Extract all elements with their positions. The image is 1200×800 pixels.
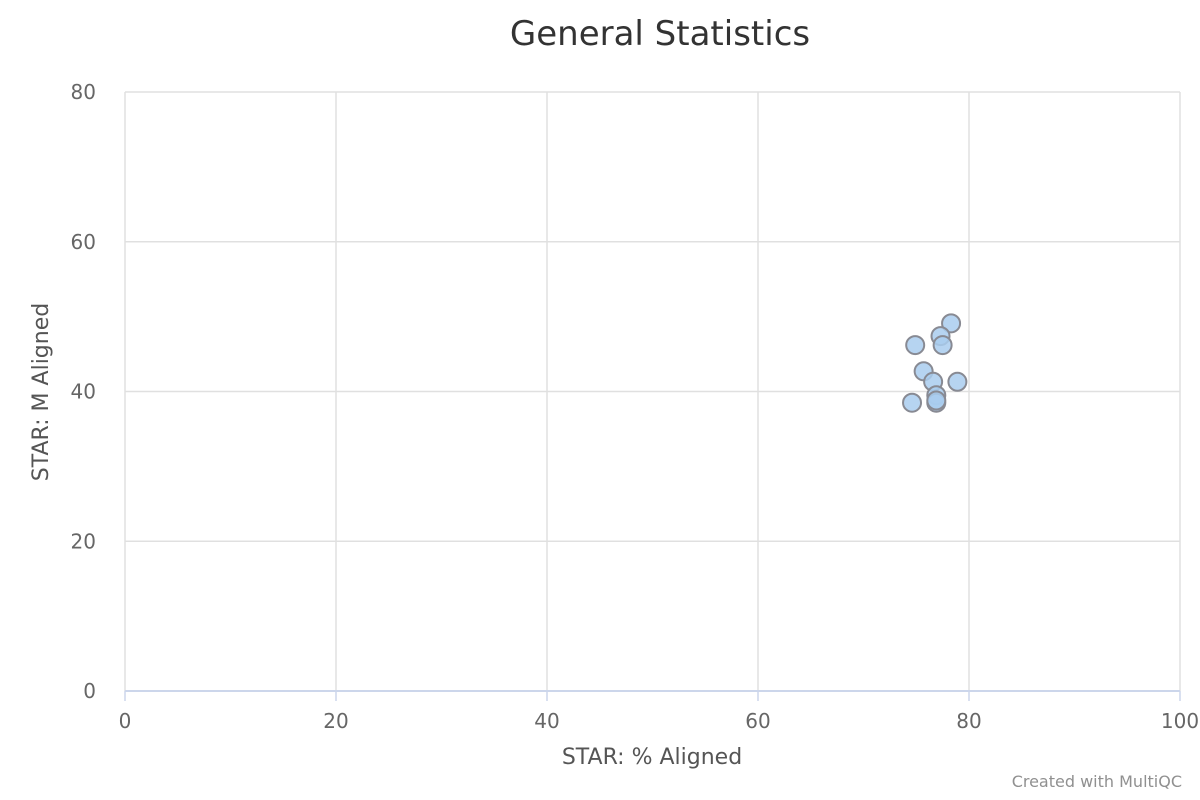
data-point (905, 335, 926, 356)
grid (125, 91, 1181, 691)
data-point (941, 313, 962, 334)
data-points (902, 313, 968, 413)
x-tick-label: 80 (956, 709, 981, 733)
chart-title: General Statistics (509, 14, 811, 54)
x-tick-label: 100 (1161, 709, 1199, 733)
y-tick-label: 60 (71, 230, 96, 254)
data-point (926, 390, 947, 411)
data-point (947, 371, 968, 392)
x-tick-label: 60 (745, 709, 770, 733)
y-tick-label: 40 (71, 380, 96, 404)
x-tick-label: 40 (534, 709, 559, 733)
axes: 0 20 40 60 80 100 0 20 40 60 80 (71, 80, 1200, 733)
y-tick-label: 0 (83, 679, 96, 703)
x-tick-label: 20 (323, 709, 348, 733)
data-point (902, 392, 923, 413)
y-tick-label: 80 (71, 80, 96, 104)
y-axis-label: STAR: M Aligned (29, 303, 54, 481)
x-tick-label: 0 (119, 709, 132, 733)
credit-text[interactable]: Created with MultiQC (1011, 772, 1182, 791)
y-tick-label: 20 (71, 529, 96, 553)
data-point (932, 335, 953, 356)
x-axis-label: STAR: % Aligned (562, 745, 742, 770)
